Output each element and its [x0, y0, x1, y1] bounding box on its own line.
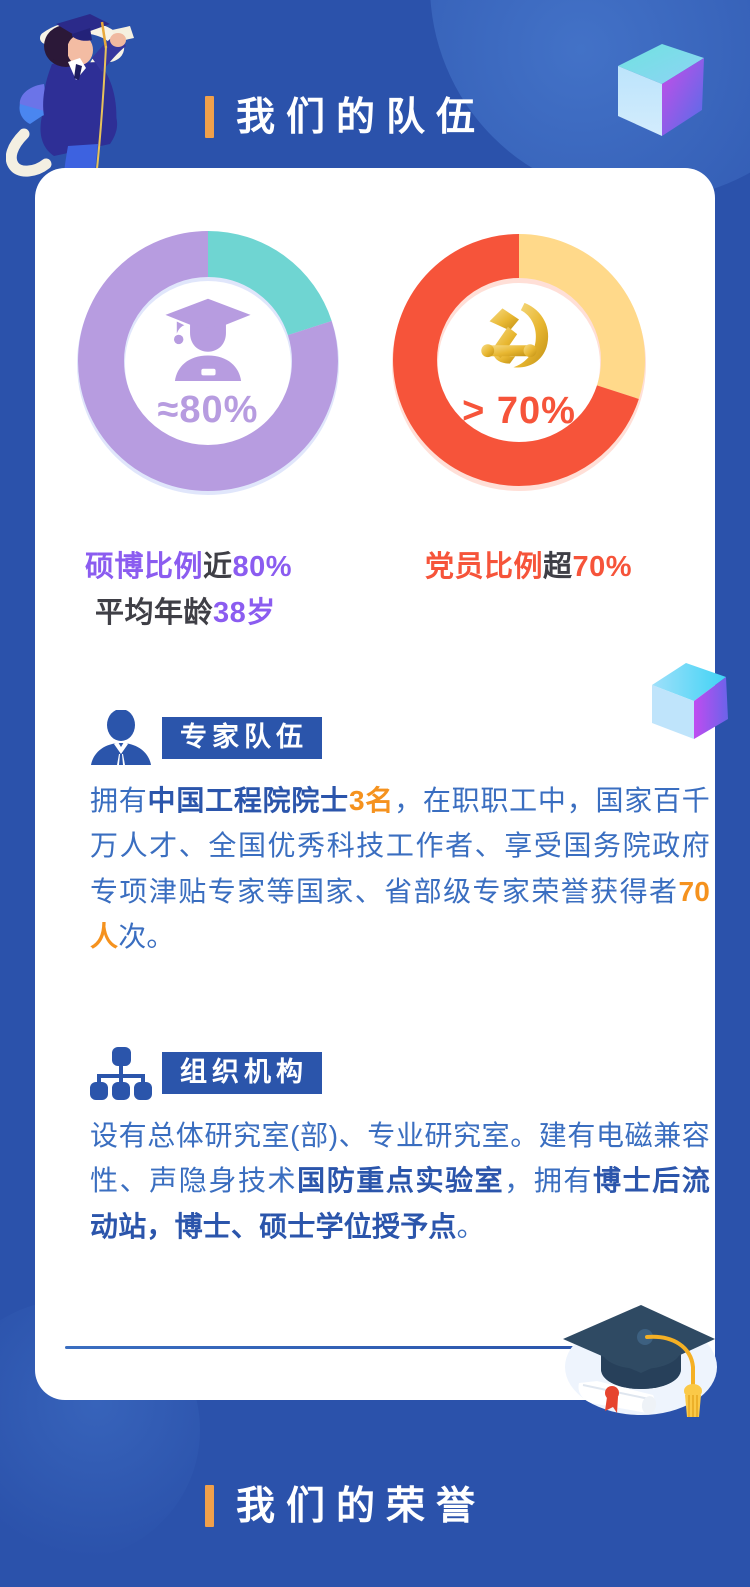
donut-label-degree: ≈80%: [157, 389, 259, 431]
section-header-organization: 组织机构: [90, 1043, 710, 1103]
graduate-person-icon: [165, 298, 251, 382]
section-organization: 组织机构 设有总体研究室(部)、专业研究室。建有电磁兼容性、声隐身技术国防重点实…: [90, 1043, 710, 1249]
isometric-cube-icon: [650, 655, 750, 760]
body-text-run: 中国工程院院士: [147, 785, 349, 816]
stat-party-value: 70%: [572, 551, 633, 583]
section-expert-team: 专家队伍 拥有中国工程院院士3名，在职职工中，国家百千万人才、全国优秀科技工作者…: [90, 708, 710, 959]
stat-party-over: 超: [543, 551, 573, 583]
stat-degree-approx: 近: [203, 551, 233, 583]
content-card: ≈80%: [35, 168, 715, 1400]
stat-caption-degree-line2: 平均年龄38岁: [95, 592, 276, 634]
graduation-cap-diploma-illustration: [555, 1295, 720, 1420]
body-text-run: 设有总体研究室(部)、专业研究室。建有电磁兼容性、声隐身技术: [90, 1120, 710, 1197]
stat-degree-label: 硕博比例: [85, 551, 204, 583]
expert-person-icon: [90, 709, 152, 766]
body-text-run: ，拥有: [504, 1165, 594, 1197]
charts-row: ≈80%: [35, 226, 715, 536]
stat-degree-value: 80%: [232, 551, 293, 583]
body-text-run: 拥有: [90, 785, 148, 816]
page-title-our-honor: 我们的荣誉: [205, 1485, 486, 1527]
donut-center-degree: ≈80%: [73, 226, 343, 496]
donut-center-party: > 70%: [387, 228, 651, 492]
page-title-text: 我们的队伍: [236, 95, 487, 139]
body-text-run: 次。: [118, 921, 175, 953]
donut-chart-degree: ≈80%: [73, 226, 343, 496]
section-body-expert: 拥有中国工程院院士3名，在职职工中，国家百千万人才、全国优秀科技工作者、享受国务…: [90, 778, 710, 959]
section-badge-expert: 专家队伍: [162, 717, 322, 759]
donut-label-party: > 70%: [462, 390, 576, 432]
org-chart-icon: [90, 1045, 152, 1101]
body-text-run: 博士后流动站，博士、硕士学位授予点: [90, 1165, 710, 1242]
stat-age-value: 38岁: [213, 597, 276, 629]
stat-caption-party: 党员比例超70%: [425, 546, 632, 588]
section-header-expert: 专家队伍: [90, 708, 710, 768]
title-accent-bar: [205, 96, 214, 138]
body-text-run: 70人: [90, 875, 710, 953]
body-text-run: 。: [456, 1210, 485, 1242]
body-text-run: ，在职职工中，国家百千万人才、全国优秀科技工作者、享受国务院政府专项津贴专家等国…: [90, 785, 710, 907]
body-text-run: 3名: [348, 785, 395, 816]
body-text-run: 国防重点实验室: [297, 1165, 505, 1197]
stat-age-label: 平均年龄: [95, 597, 214, 629]
title-accent-bar: [205, 1485, 214, 1527]
horizontal-divider: [65, 1346, 585, 1349]
footer-title-text: 我们的荣誉: [236, 1484, 487, 1528]
isometric-cube-icon: [600, 18, 730, 153]
cpc-emblem-icon: [481, 302, 549, 368]
section-badge-organization: 组织机构: [162, 1052, 322, 1094]
stat-caption-degree-line1: 硕博比例近80%: [85, 546, 292, 588]
page-title-our-team: 我们的队伍: [205, 96, 486, 138]
donut-chart-party: > 70%: [387, 228, 651, 492]
stat-party-label: 党员比例: [425, 551, 544, 583]
section-body-organization: 设有总体研究室(部)、专业研究室。建有电磁兼容性、声隐身技术国防重点实验室，拥有…: [90, 1113, 710, 1249]
